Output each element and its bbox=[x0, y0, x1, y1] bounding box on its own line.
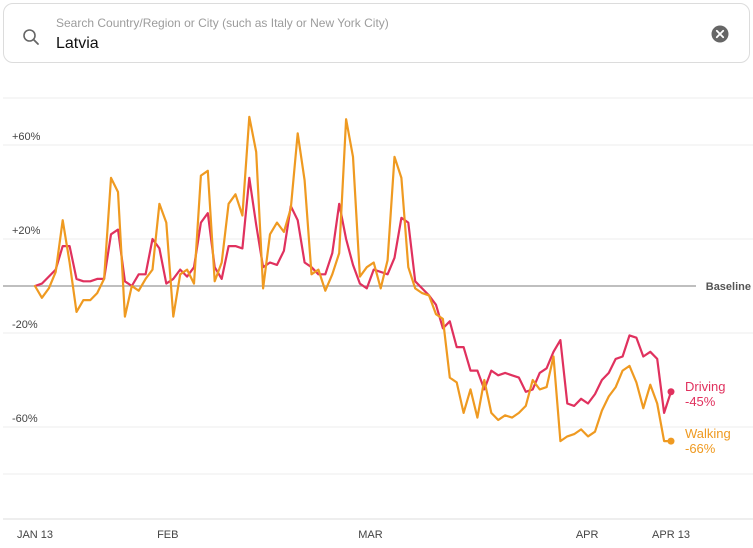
series-endpoint-driving bbox=[667, 388, 675, 396]
series-end-value: -66% bbox=[685, 441, 716, 456]
x-tick-label: MAR bbox=[358, 529, 383, 541]
x-tick-label: APR 13 bbox=[652, 529, 690, 541]
y-tick-label: +20% bbox=[12, 225, 41, 237]
series-endpoint-walking bbox=[667, 437, 675, 445]
y-tick-label: +60% bbox=[12, 131, 41, 143]
y-tick-label: -60% bbox=[12, 413, 38, 425]
series-name-label: Walking bbox=[685, 426, 731, 441]
x-tick-label: JAN 13 bbox=[17, 529, 53, 541]
y-tick-label: -20% bbox=[12, 319, 38, 331]
search-bar[interactable]: Search Country/Region or City (such as I… bbox=[3, 3, 750, 63]
series-line-walking bbox=[33, 115, 673, 443]
search-input[interactable]: Latvia bbox=[56, 35, 99, 52]
baseline-label: Baseline bbox=[706, 281, 751, 293]
search-icon bbox=[23, 29, 39, 45]
series-name-label: Driving bbox=[685, 379, 725, 394]
search-placeholder: Search Country/Region or City (such as I… bbox=[56, 16, 389, 30]
series-line-driving bbox=[33, 176, 673, 414]
x-tick-label: FEB bbox=[157, 529, 178, 541]
clear-icon[interactable] bbox=[711, 25, 729, 43]
series-end-value: -45% bbox=[685, 394, 716, 409]
x-tick-label: APR bbox=[576, 529, 599, 541]
